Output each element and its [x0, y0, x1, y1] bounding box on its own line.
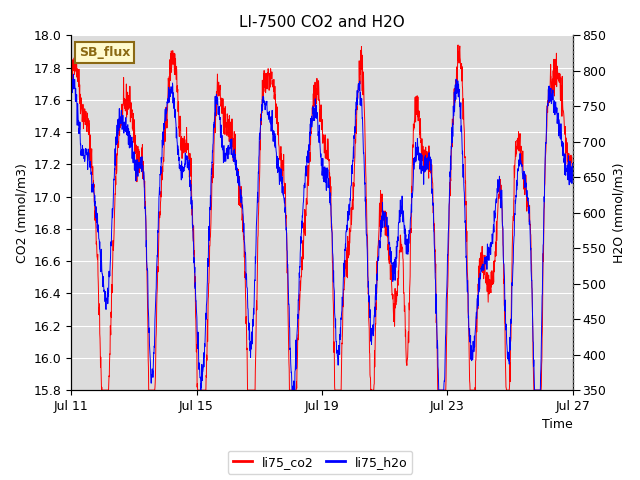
li75_co2: [569, 172, 577, 178]
Line: li75_co2: li75_co2: [71, 45, 573, 390]
li75_h2o: [197, 387, 205, 393]
li75_co2: [454, 42, 462, 48]
li75_co2: [298, 254, 306, 260]
Y-axis label: H2O (mmol/m3): H2O (mmol/m3): [612, 162, 625, 263]
Title: LI-7500 CO2 and H2O: LI-7500 CO2 and H2O: [239, 15, 405, 30]
li75_co2: [93, 244, 100, 250]
li75_h2o: [555, 121, 563, 127]
Text: SB_flux: SB_flux: [79, 46, 130, 59]
Y-axis label: CO2 (mmol/m3): CO2 (mmol/m3): [15, 163, 28, 263]
Line: li75_h2o: li75_h2o: [71, 74, 573, 390]
li75_h2o: [312, 103, 319, 108]
li75_h2o: [555, 133, 563, 139]
Legend: li75_co2, li75_h2o: li75_co2, li75_h2o: [228, 451, 412, 474]
li75_h2o: [93, 210, 101, 216]
li75_h2o: [569, 168, 577, 174]
X-axis label: Time: Time: [542, 419, 573, 432]
li75_co2: [463, 239, 470, 244]
li75_h2o: [298, 213, 306, 218]
li75_h2o: [67, 90, 75, 96]
li75_co2: [312, 90, 319, 96]
li75_h2o: [70, 71, 77, 77]
li75_co2: [67, 90, 75, 96]
li75_co2: [555, 77, 563, 83]
li75_h2o: [463, 267, 470, 273]
li75_co2: [555, 72, 563, 77]
li75_co2: [98, 387, 106, 393]
